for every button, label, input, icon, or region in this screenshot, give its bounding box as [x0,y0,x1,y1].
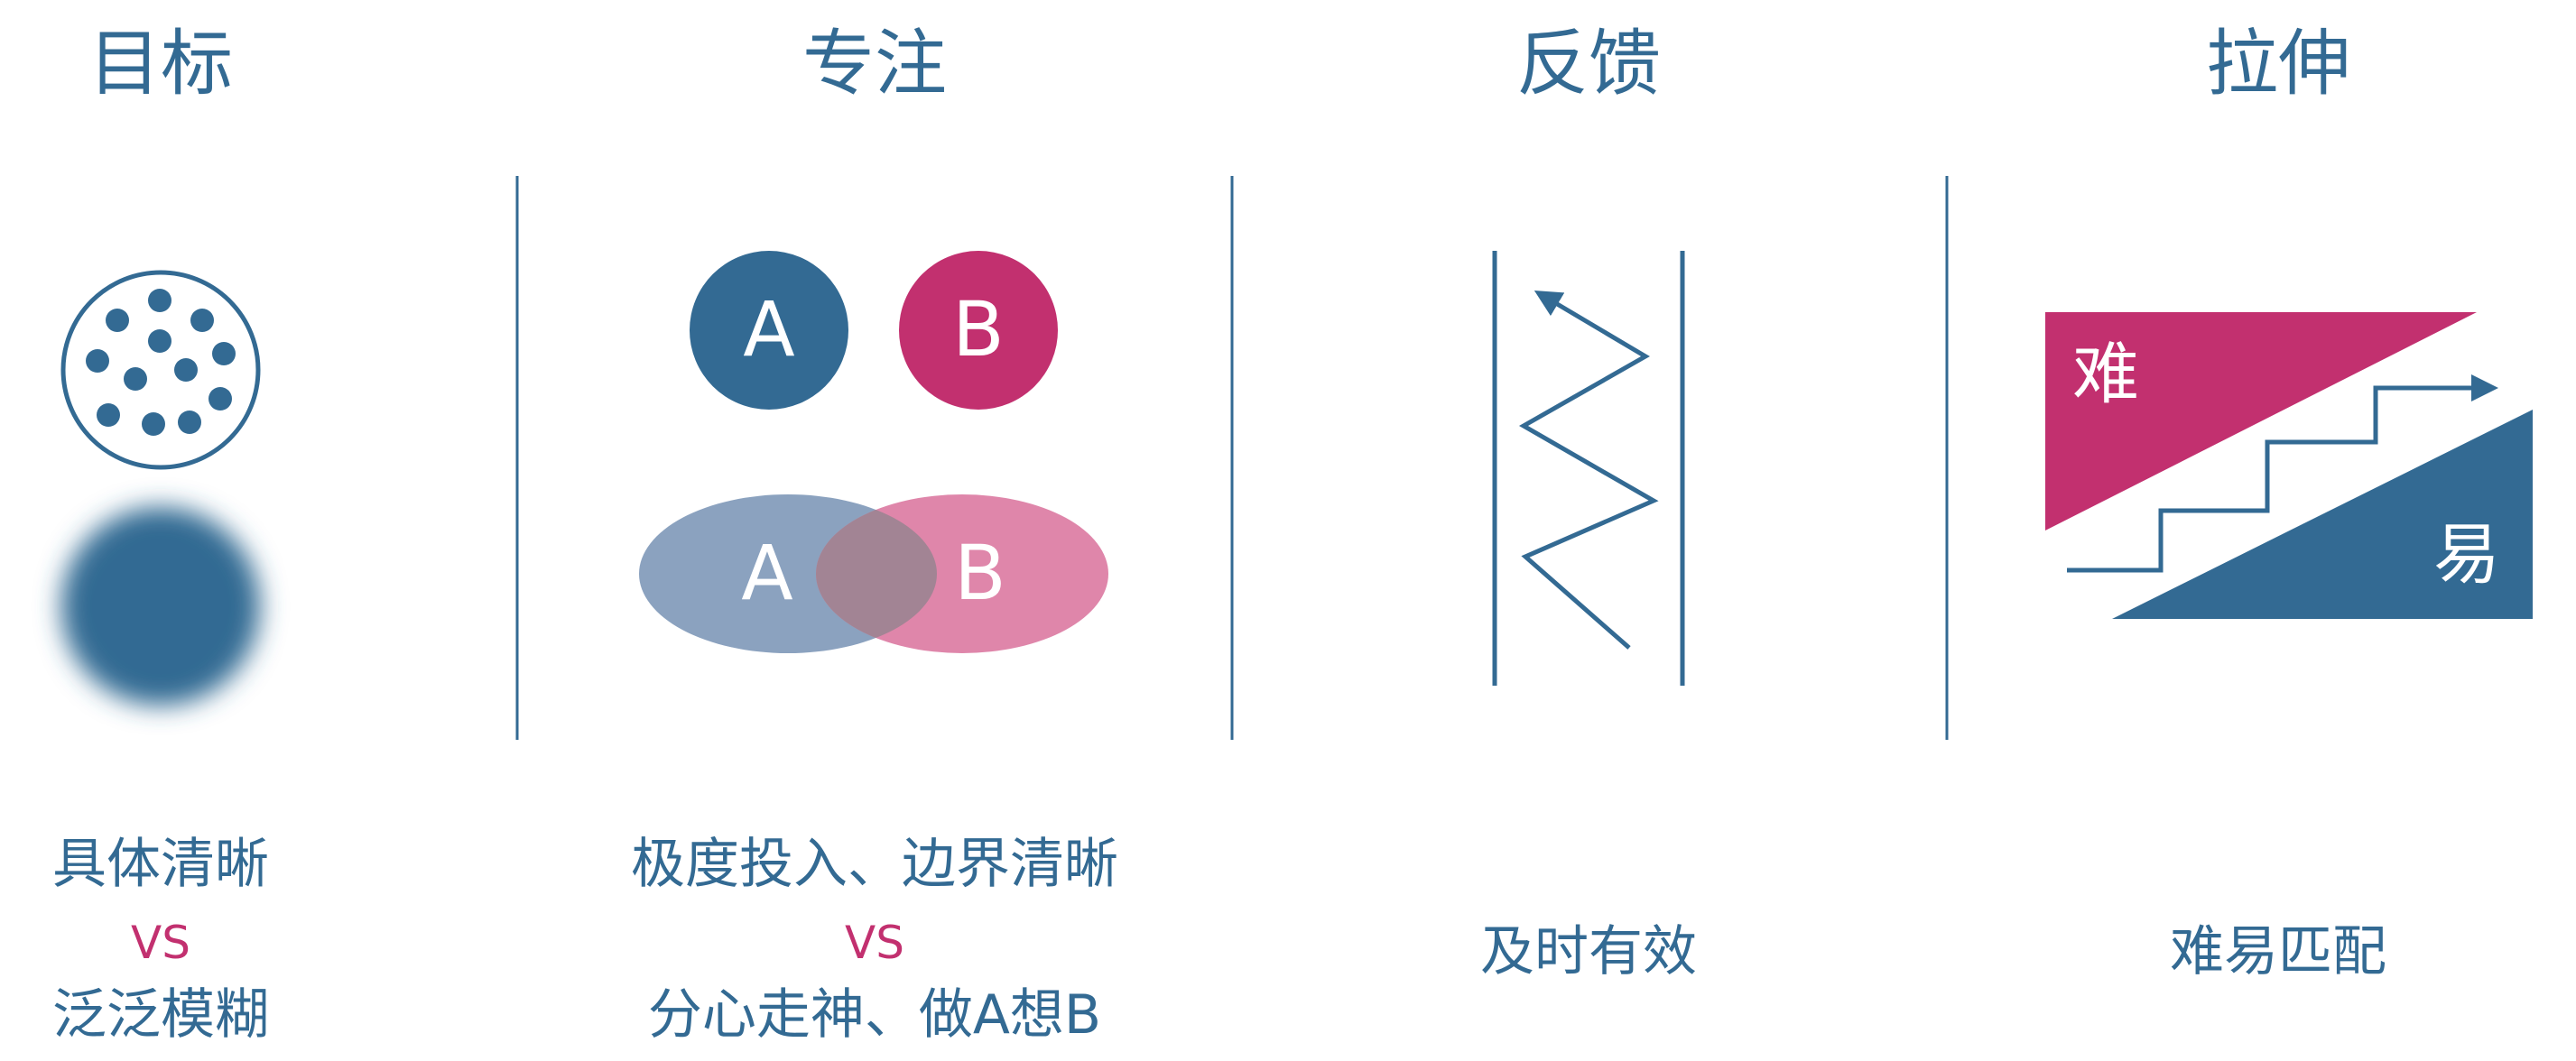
column-stretch: 拉伸 难 易 难易匹配 [2045,22,2533,983]
overlapping-ellipses [639,494,1108,653]
circle-b [899,251,1058,410]
clear-target-icon [60,270,261,470]
easy-label: 易 [2433,516,2500,594]
focus-desc-bottom: 分心走神、做A想B [648,983,1101,1047]
zigzag-arrow-icon [1518,290,1659,650]
feedback-heading: 反馈 [1516,22,1661,106]
column-goal: 目标 具体清晰 VS 泛泛模糊 [52,22,269,1047]
goal-heading: 目标 [88,22,233,106]
feedback-desc: 及时有效 [1480,920,1697,983]
blurry-target-icon [61,507,260,706]
easy-triangle [2112,410,2533,619]
focus-desc-top: 极度投入、边界清晰 [631,833,1118,896]
circle-a-label: A [743,285,794,374]
circle-b-label: B [952,285,1005,374]
focus-vs: VS [845,917,904,969]
ellipse-a-label: A [741,529,792,617]
goal-desc-top: 具体清晰 [52,833,269,896]
hard-triangle [2045,312,2477,530]
hard-label: 难 [2072,336,2139,413]
ellipse-b-label: B [954,529,1006,617]
focus-heading: 专注 [802,22,947,106]
goal-vs: VS [131,917,190,969]
stretch-heading: 拉伸 [2206,22,2350,106]
goal-desc-bottom: 泛泛模糊 [52,983,269,1047]
staircase-arrow-icon [2067,374,2498,573]
column-feedback: 反馈 及时有效 [1480,22,1697,983]
circle-a [690,251,848,410]
stretch-desc: 难易匹配 [2170,920,2386,983]
column-focus: 专注 A B A B 极度投入、边界清晰 VS 分心走神、做A想B [631,22,1118,1047]
